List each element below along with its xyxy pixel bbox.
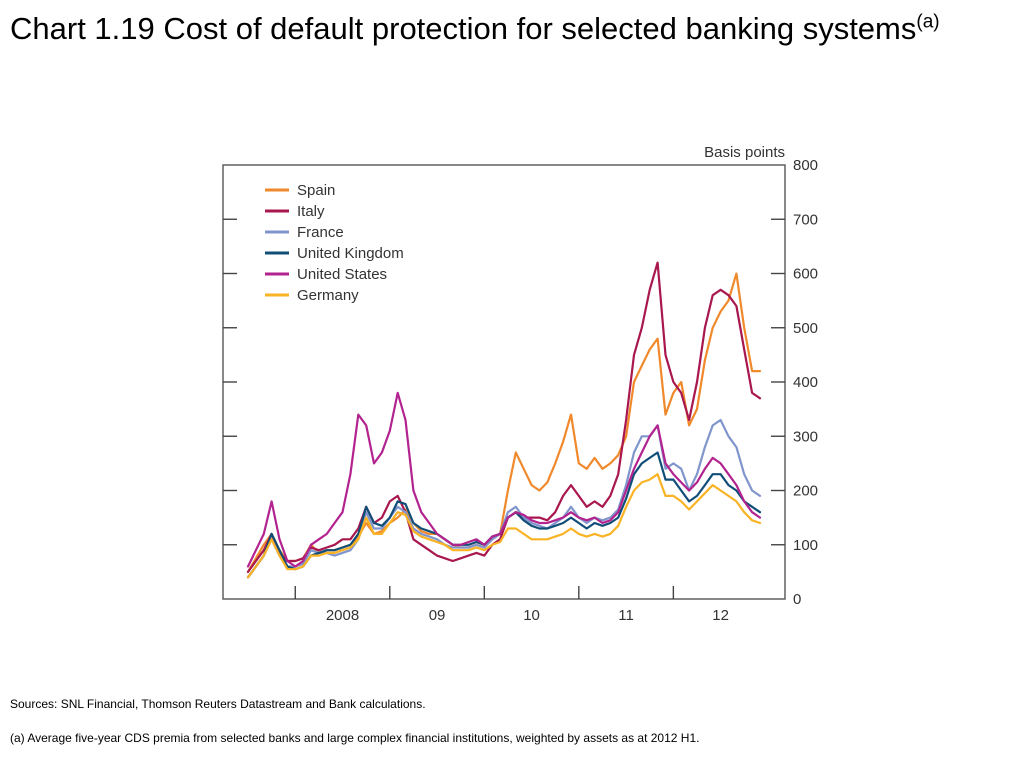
footnote: (a) Average five-year CDS premia from se… [10,731,700,745]
y-axis: 0 100 200 300 400 500 600 700 800 [223,157,818,608]
series-line-united-states [246,391,762,568]
y-tick-label: 0 [793,591,801,608]
sources-note: Sources: SNL Financial, Thomson Reuters … [10,697,426,711]
legend-label: Germany [297,287,359,304]
x-tick-label: 2008 [326,607,359,624]
series-line-italy [246,261,762,574]
x-tick-label: 10 [523,607,540,624]
x-tick-label: 12 [712,607,729,624]
x-tick-label: 09 [429,607,446,624]
y-tick-label: 800 [793,157,818,174]
series-line-germany [246,473,762,579]
chart-title-footnote-marker: (a) [916,11,940,33]
legend-label: Italy [297,203,325,220]
y-tick-label: 200 [793,483,818,500]
series-lines [246,261,762,579]
y-tick-label: 300 [793,428,818,445]
x-axis: 2008 09 10 11 12 [294,586,729,624]
y-axis-label: Basis points [704,144,785,161]
y-tick-label: 100 [793,537,818,554]
legend: Spain Italy France United Kingdom United Sta… [265,182,404,304]
legend-label: United Kingdom [297,245,404,262]
series-line-france [246,418,762,579]
x-tick-label: 11 [618,607,634,624]
chart-title: Chart 1.19 Cost of default protection fo… [10,10,1010,48]
y-tick-label: 500 [793,320,818,337]
y-tick-label: 400 [793,374,818,391]
y-tick-label: 700 [793,211,818,228]
chart-title-text: Chart 1.19 Cost of default protection fo… [10,11,917,46]
legend-label: United States [297,266,387,283]
legend-label: Spain [297,182,335,199]
y-tick-label: 600 [793,266,818,283]
legend-label: France [297,224,344,241]
